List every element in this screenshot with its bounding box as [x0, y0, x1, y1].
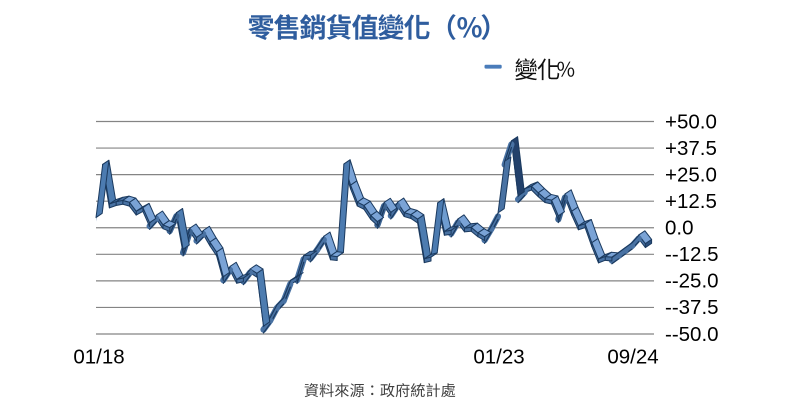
svg-text:09/24: 09/24 — [607, 346, 658, 369]
svg-text:01/18: 01/18 — [73, 346, 124, 369]
svg-text:+50.0: +50.0 — [665, 110, 717, 133]
svg-text:+12.5: +12.5 — [665, 190, 717, 213]
svg-text:0.0: 0.0 — [665, 217, 694, 240]
svg-text:--12.5: --12.5 — [665, 243, 719, 266]
svg-text:--37.5: --37.5 — [665, 296, 719, 319]
svg-text:--50.0: --50.0 — [665, 323, 719, 346]
svg-text:+37.5: +37.5 — [665, 137, 717, 160]
svg-text:01/23: 01/23 — [473, 346, 524, 369]
svg-text:+25.0: +25.0 — [665, 163, 717, 186]
svg-text:--25.0: --25.0 — [665, 270, 719, 293]
